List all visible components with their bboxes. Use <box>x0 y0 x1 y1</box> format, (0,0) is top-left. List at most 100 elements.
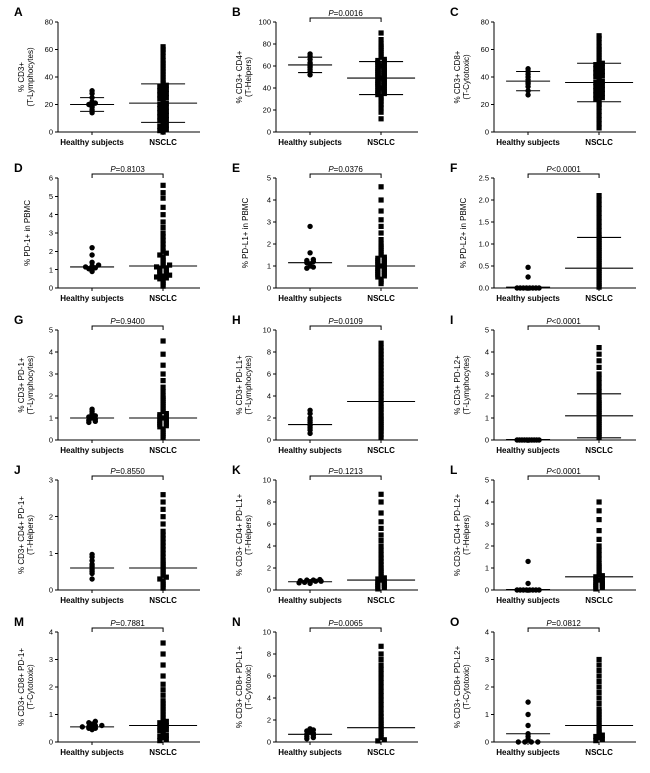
y-tick-label: 5 <box>49 326 53 335</box>
data-point-nsclc <box>599 578 605 584</box>
y-axis-label: % CD3+ CD4+ PD-L1+(T-Helpers) <box>235 493 253 576</box>
data-point-nsclc <box>160 129 166 135</box>
data-point-nsclc <box>378 519 384 525</box>
data-point-nsclc <box>157 128 163 134</box>
category-label: Healthy subjects <box>278 596 342 605</box>
data-point-healthy <box>525 580 531 587</box>
data-point-nsclc <box>596 684 602 690</box>
data-point-healthy <box>307 415 313 421</box>
panel-o: O % CD3+ CD8+ PD-L2+(T-Cytotoxic) 0 1 2 3 4 Hea… <box>450 615 636 757</box>
panel-letter: A <box>14 5 23 19</box>
data-point-nsclc <box>157 412 163 418</box>
y-axis-label: % CD3+(T-Lymphocytes) <box>17 47 35 107</box>
data-point-nsclc <box>160 241 166 247</box>
data-point-nsclc <box>160 543 166 549</box>
y-axis-label-line: (T-Lymphocytes) <box>462 355 471 415</box>
data-point-nsclc <box>596 720 602 726</box>
category-label: NSCLC <box>367 294 395 303</box>
data-point-nsclc <box>596 499 602 505</box>
y-axis-label: % CD3+ CD8+ PD-1+(T-Cytotoxic) <box>17 648 35 726</box>
y-tick-label: 2.0 <box>479 196 489 205</box>
data-point-nsclc <box>378 109 384 115</box>
significance-bracket <box>309 627 382 632</box>
p-symbol: P <box>546 317 552 326</box>
y-axis-label: % CD3+ CD4+(T-Helpers) <box>235 50 253 103</box>
data-point-healthy <box>307 407 313 413</box>
y-tick-label: 1 <box>485 710 489 719</box>
data-point-nsclc <box>160 735 166 741</box>
data-point-nsclc <box>160 63 166 69</box>
data-point-nsclc <box>596 667 602 674</box>
data-point-nsclc <box>160 532 166 538</box>
y-axis-label-line: % CD3+ CD4+ PD-L2+ <box>453 493 462 576</box>
data-point-nsclc <box>160 714 166 720</box>
data-point-healthy <box>307 51 313 57</box>
p-value: <0.0001 <box>552 317 582 326</box>
p-symbol: P <box>328 467 334 476</box>
y-tick-label: 3 <box>49 370 53 379</box>
data-point-nsclc <box>157 106 163 112</box>
data-point-nsclc <box>596 552 602 558</box>
data-point-nsclc <box>160 237 166 243</box>
data-point-nsclc <box>160 706 166 712</box>
data-point-nsclc <box>378 537 384 544</box>
data-point-nsclc <box>163 411 169 417</box>
data-point-nsclc <box>160 711 166 718</box>
data-point-nsclc <box>163 122 169 128</box>
data-point-nsclc <box>378 237 384 243</box>
y-tick-label: 2 <box>485 392 489 401</box>
y-tick-label: 0 <box>49 128 53 137</box>
data-point-nsclc <box>596 44 602 50</box>
data-point-nsclc <box>596 656 602 663</box>
category-label: NSCLC <box>149 294 177 303</box>
data-point-nsclc <box>593 88 599 94</box>
data-point-nsclc <box>378 680 384 686</box>
data-point-nsclc <box>163 275 169 281</box>
data-point-nsclc <box>163 265 169 271</box>
data-point-nsclc <box>160 492 166 498</box>
y-tick-label: 4 <box>49 628 53 637</box>
data-point-nsclc <box>596 508 602 514</box>
data-point-nsclc <box>160 550 166 556</box>
data-point-nsclc <box>596 695 602 701</box>
data-point-nsclc <box>157 266 163 272</box>
p-symbol: P <box>110 619 116 628</box>
data-point-nsclc <box>163 104 169 110</box>
data-point-nsclc <box>378 208 384 214</box>
data-point-nsclc <box>160 190 166 196</box>
y-tick-label: 6 <box>267 672 271 681</box>
y-axis-label-line: % CD3+ PD-1+ <box>17 357 26 412</box>
data-point-nsclc <box>378 364 384 370</box>
data-point-nsclc <box>160 230 166 236</box>
data-point-nsclc <box>160 709 166 715</box>
panel-letter: B <box>232 5 241 19</box>
data-point-nsclc <box>160 351 166 357</box>
data-point-nsclc <box>163 718 169 724</box>
data-point-nsclc <box>160 66 166 72</box>
y-tick-label: 20 <box>45 100 53 109</box>
data-point-healthy <box>525 264 531 271</box>
data-point-nsclc <box>596 117 602 123</box>
y-tick-label: 2 <box>49 247 53 256</box>
data-point-nsclc <box>381 737 387 743</box>
category-label: NSCLC <box>367 748 395 757</box>
data-point-nsclc <box>160 725 166 731</box>
y-axis-label-line: (T-Cytotoxic) <box>462 664 471 710</box>
data-point-nsclc <box>596 725 602 731</box>
data-point-nsclc <box>596 700 602 707</box>
data-point-nsclc <box>596 215 602 221</box>
y-tick-label: 1 <box>49 710 53 719</box>
y-axis-label-line: (T-Helpers) <box>26 515 35 555</box>
panel-letter: O <box>450 615 459 629</box>
data-point-nsclc <box>160 698 166 704</box>
y-axis-label-line: % CD3+ CD4+ <box>235 50 244 103</box>
p-value-label: P=0.8103 <box>110 165 145 174</box>
data-point-nsclc <box>596 706 602 712</box>
category-label: Healthy subjects <box>60 446 124 455</box>
data-point-nsclc <box>378 276 384 282</box>
y-tick-label: 10 <box>263 326 271 335</box>
data-point-nsclc <box>157 123 163 130</box>
category-label: NSCLC <box>585 138 613 147</box>
data-point-nsclc <box>160 248 166 254</box>
data-point-nsclc <box>378 435 384 441</box>
